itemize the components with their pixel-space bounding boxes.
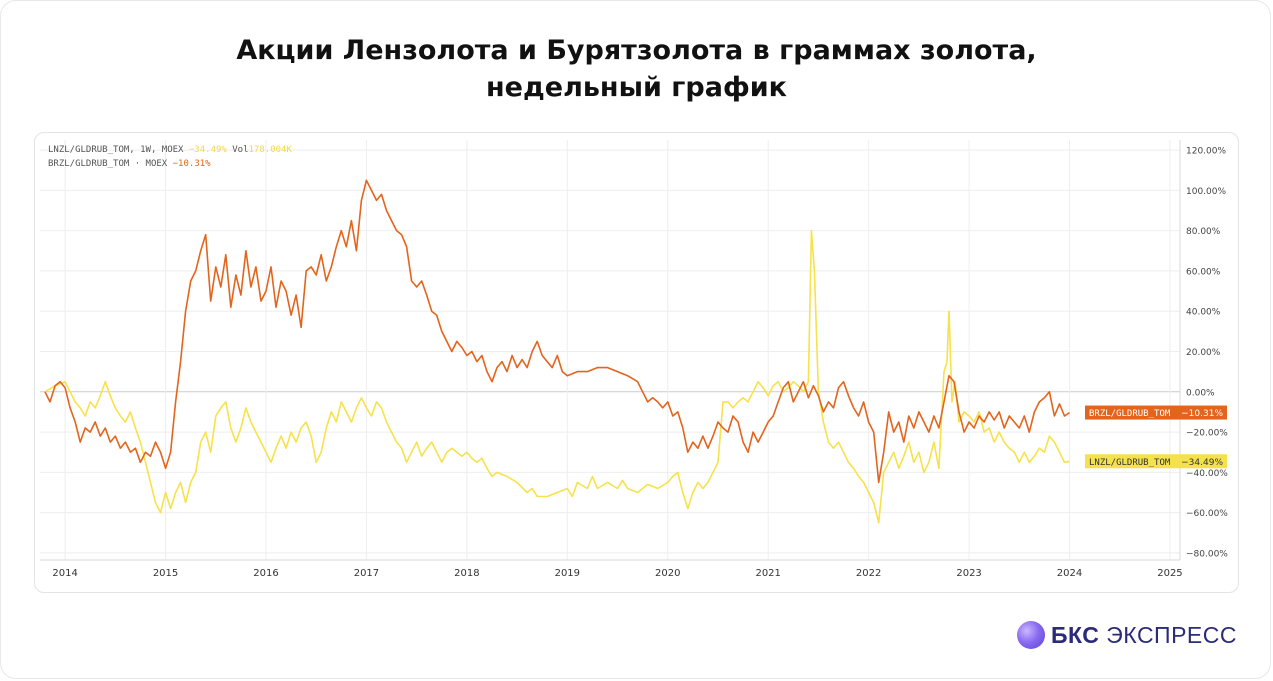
- y-tick-label: 60.00%: [1186, 267, 1221, 277]
- last-value-tag-name: LNZL/GLDRUB_TOM: [1089, 458, 1171, 468]
- title-line-2: недельный график: [485, 72, 787, 103]
- x-tick-label: 2022: [856, 568, 881, 579]
- x-tick-label: 2023: [956, 568, 981, 579]
- y-tick-label: 100.00%: [1186, 187, 1226, 197]
- tag-layer: BRZL/GLDRUB_TOM −10.31% LNZL/GLDRUB_TOM −34…: [1085, 405, 1227, 469]
- y-tick-label: −20.00%: [1186, 429, 1228, 439]
- brand-name: БКС ЭКСПРЕСС: [1051, 622, 1237, 649]
- x-tick-label: 2020: [655, 568, 680, 579]
- x-tick-label: 2018: [454, 568, 479, 579]
- last-value-tag-value: −34.49%: [1181, 458, 1223, 468]
- x-tick-label: 2024: [1057, 568, 1082, 579]
- x-tick-label: 2014: [52, 568, 77, 579]
- line-layer: [44, 179, 1070, 524]
- y-tick-label: 40.00%: [1186, 308, 1221, 318]
- x-tick-label: 2016: [253, 568, 278, 579]
- legend-brzl-value: −10.31%: [172, 159, 211, 169]
- title-line-1: Акции Лензолота и Бурятзолота в граммах …: [236, 35, 1037, 66]
- y-tick-label: 0.00%: [1186, 388, 1215, 398]
- x-tick-label: 2019: [555, 568, 580, 579]
- last-value-tag-value: −10.31%: [1181, 409, 1223, 419]
- x-tick-label: 2021: [755, 568, 780, 579]
- bcs-logo-icon: [1017, 621, 1045, 649]
- brand-bold: БКС: [1051, 621, 1100, 648]
- y-tick-label: −40.00%: [1186, 469, 1228, 479]
- last-value-tag: BRZL/GLDRUB_TOM −10.31%: [1085, 405, 1227, 420]
- legend-row-lnzl: LNZL/GLDRUB_TOM, 1W, MOEX −34.49% Vol178…: [48, 143, 292, 157]
- y-tick-label: −80.00%: [1186, 549, 1228, 559]
- last-value-tag-name: BRZL/GLDRUB_TOM: [1089, 409, 1171, 419]
- brand: БКС ЭКСПРЕСС: [1017, 620, 1237, 650]
- last-value-tag-bg: [1085, 454, 1227, 469]
- page-title: Акции Лензолота и Бурятзолота в граммах …: [0, 32, 1273, 106]
- legend-vol-label: Vol: [232, 145, 249, 155]
- last-value-tag: LNZL/GLDRUB_TOM −34.49%: [1085, 454, 1227, 469]
- x-tick-label: 2017: [354, 568, 379, 579]
- last-value-tag-bg: [1085, 405, 1227, 420]
- x-tick-label: 2015: [153, 568, 178, 579]
- grid-layer: [40, 140, 1181, 561]
- tick-layer: 120.00% 100.00% 80.00% 60.00% 40.00% 20.00% 0.…: [52, 147, 1228, 579]
- y-tick-label: 120.00%: [1186, 147, 1226, 157]
- legend-brzl-label: BRZL/GLDRUB_TOM · MOEX: [48, 159, 168, 169]
- legend-lnzl-value: −34.49%: [188, 145, 227, 155]
- legend-vol-value: 178.004K: [248, 145, 292, 155]
- series-line-brzl-gldrub-tom: [44, 179, 1070, 484]
- brand-rest: ЭКСПРЕСС: [1099, 621, 1237, 648]
- chart-card: [34, 132, 1239, 593]
- series-line-lnzl-gldrub-tom: [44, 229, 1070, 524]
- y-tick-label: 20.00%: [1186, 348, 1221, 358]
- x-tick-label: 2025: [1157, 568, 1182, 579]
- y-tick-label: −60.00%: [1186, 509, 1228, 519]
- y-tick-label: 80.00%: [1186, 227, 1221, 237]
- legend-row-brzl: BRZL/GLDRUB_TOM · MOEX −10.31%: [48, 157, 292, 171]
- legend-lnzl-label: LNZL/GLDRUB_TOM, 1W, MOEX: [48, 145, 184, 155]
- legend: LNZL/GLDRUB_TOM, 1W, MOEX −34.49% Vol178…: [48, 143, 292, 171]
